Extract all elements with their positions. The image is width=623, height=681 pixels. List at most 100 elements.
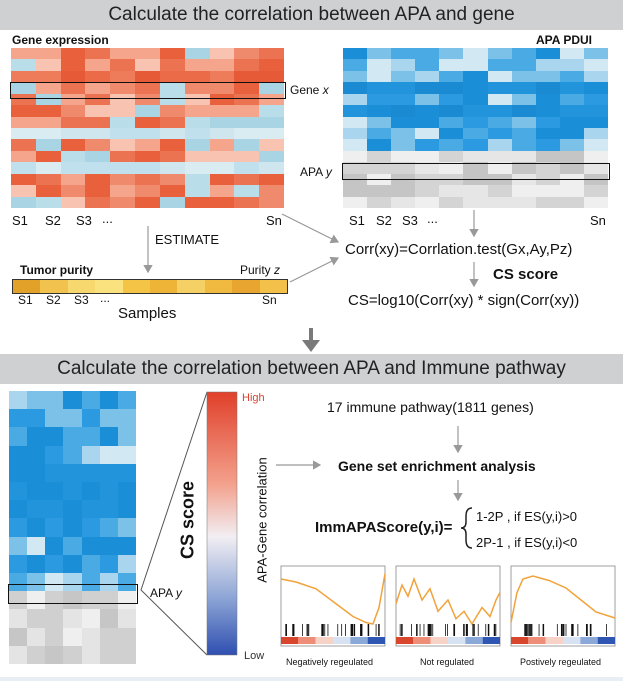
heatmap-cell <box>391 82 416 94</box>
purity-z-label: Purity z <box>240 263 281 277</box>
heatmap-cell <box>391 139 416 151</box>
heatmap-cell <box>439 59 464 71</box>
heatmap-cell <box>391 196 416 208</box>
heatmap-cell <box>511 93 536 106</box>
purity-cell <box>13 280 41 293</box>
heatmap-cell <box>110 59 136 71</box>
heatmap-cell <box>259 82 284 94</box>
heatmap-cell <box>45 554 64 573</box>
heatmap-cell <box>583 105 608 117</box>
heatmap-cell <box>11 48 36 60</box>
heatmap-cell <box>487 116 512 128</box>
heatmap-cell <box>63 482 82 501</box>
heatmap-cell <box>63 463 82 482</box>
heatmap-cell <box>184 173 210 186</box>
heatmap-cell <box>343 196 368 208</box>
gene-expression-heatmap <box>11 48 284 208</box>
heatmap-cell <box>343 128 368 140</box>
heatmap-cell <box>343 48 368 60</box>
heatmap-cell <box>81 427 100 446</box>
heatmap-cell <box>535 82 560 94</box>
enrichment-curve <box>395 576 501 626</box>
heatmap-cell <box>439 105 464 117</box>
purity-cell <box>67 280 96 293</box>
purity-cell <box>232 280 260 293</box>
heatmap-cell <box>343 82 368 94</box>
heatmap-cell <box>209 82 235 94</box>
sample-label: ... <box>102 211 113 226</box>
heatmap-cell <box>99 427 118 446</box>
purity-cell <box>122 280 150 293</box>
rank-strip-segment <box>580 637 598 644</box>
heatmap-cell <box>415 196 440 208</box>
heatmap-cell <box>117 573 136 592</box>
heatmap-cell <box>85 59 111 71</box>
heatmap-cell <box>559 128 584 140</box>
heatmap-cell <box>35 93 61 106</box>
heatmap-cell <box>11 173 36 186</box>
heatmap-cell <box>99 536 118 555</box>
heatmap-cell <box>27 500 46 519</box>
gene-x-label: Gene x <box>290 83 329 97</box>
heatmap-cell <box>415 70 440 83</box>
heatmap-cell <box>415 139 440 151</box>
rank-strip-segment <box>281 637 299 644</box>
heatmap-cell <box>535 70 560 83</box>
heatmap-cell <box>391 162 416 174</box>
heatmap-cell <box>135 93 160 106</box>
heatmap-cell <box>367 70 392 83</box>
heatmap-cell <box>583 139 608 151</box>
heatmap-cell <box>81 591 100 610</box>
heatmap-cell <box>367 150 392 163</box>
heatmap-cell <box>391 48 416 60</box>
purity-sample-label: S2 <box>46 293 61 307</box>
heatmap-cell <box>99 500 118 519</box>
heatmap-cell <box>110 116 136 128</box>
heatmap-cell <box>511 105 536 117</box>
heatmap-cell <box>583 185 608 197</box>
heatmap-cell <box>135 128 160 140</box>
heatmap-cell <box>159 59 185 71</box>
heatmap-cell <box>110 150 136 163</box>
gsea-plot-label: Not regulated <box>420 657 475 667</box>
heatmap-cell <box>35 150 61 163</box>
rank-strip-segment <box>511 637 529 644</box>
heatmap-cell <box>209 59 235 71</box>
panel1-title: Calculate the correlation between APA an… <box>0 0 623 30</box>
heatmap-cell <box>81 554 100 573</box>
heatmap-cell <box>85 173 111 186</box>
heatmap-cell <box>487 128 512 140</box>
heatmap-cell <box>27 518 46 537</box>
purity-to-corr-arrow <box>289 256 340 283</box>
heatmap-cell <box>60 116 86 128</box>
heatmap-cell <box>391 59 416 71</box>
heatmap-cell <box>9 427 28 446</box>
heatmap-cell <box>487 48 512 60</box>
heatmap-cell <box>63 573 82 592</box>
gene-expression-label: Gene expression <box>12 33 109 47</box>
heatmap-cell <box>60 173 86 186</box>
heatmap-cell <box>391 116 416 128</box>
sample-label: Sn <box>266 213 282 228</box>
gsea-plot-frame <box>280 565 386 647</box>
heatmap-cell <box>11 128 36 140</box>
heatmap-cell <box>559 150 584 163</box>
heatmap-cell <box>45 627 64 646</box>
heatmap-cell <box>9 482 28 501</box>
heatmap-cell <box>343 150 368 163</box>
cs-score-label: CS score <box>493 266 559 283</box>
heatmap-cell <box>45 536 64 555</box>
heatmap-cell <box>35 128 61 140</box>
heatmap-cell <box>583 162 608 174</box>
heatmap-cell <box>110 70 136 83</box>
heatmap-cell <box>159 48 185 60</box>
heatmap-cell <box>60 150 86 163</box>
heatmap-cell <box>439 70 464 83</box>
heatmap-cell <box>259 150 284 163</box>
heatmap-cell <box>135 82 160 94</box>
heatmap-cell <box>85 82 111 94</box>
heatmap-cell <box>81 445 100 464</box>
heatmap-cell <box>583 70 608 83</box>
heatmap-cell <box>45 482 64 501</box>
heatmap-cell <box>259 116 284 128</box>
